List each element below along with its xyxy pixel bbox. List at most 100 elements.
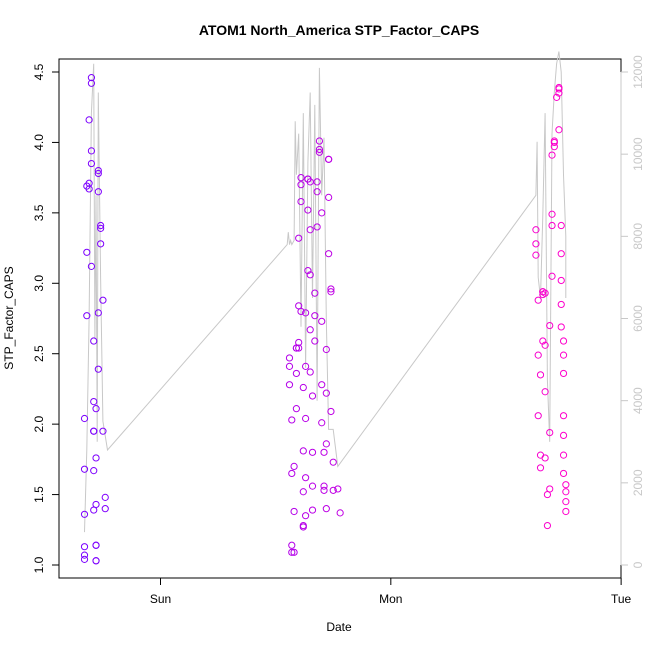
data-point xyxy=(302,309,310,317)
data-point xyxy=(297,174,305,182)
data-point xyxy=(536,371,545,379)
y-tick-label: 2.5 xyxy=(32,345,46,362)
data-point xyxy=(302,512,310,520)
y2-tick-label: 10000 xyxy=(631,137,645,171)
data-point xyxy=(318,317,326,325)
data-point xyxy=(541,341,549,349)
y-tick-label: 3.5 xyxy=(32,204,46,221)
data-point xyxy=(97,221,105,230)
y2-axis: 0 2000 4000 6000 8000 10000 12000 xyxy=(620,55,645,568)
data-point xyxy=(92,557,100,565)
data-point xyxy=(87,74,96,82)
data-point xyxy=(318,209,326,217)
data-point xyxy=(313,223,321,231)
data-point xyxy=(559,337,568,345)
data-point xyxy=(80,465,89,473)
data-point xyxy=(315,137,324,145)
data-point xyxy=(311,289,319,297)
y-tick-label: 4.5 xyxy=(32,63,46,80)
data-point xyxy=(315,145,324,154)
y-tick-label: 1.0 xyxy=(32,556,46,573)
data-point xyxy=(94,365,102,373)
data-point xyxy=(304,267,312,275)
data-point xyxy=(541,388,549,396)
data-point xyxy=(290,507,298,516)
data-point xyxy=(306,226,314,234)
data-point xyxy=(80,555,89,563)
data-point xyxy=(546,485,554,493)
x-tick-label: Tue xyxy=(611,592,632,606)
data-point xyxy=(532,226,540,234)
data-point xyxy=(290,462,298,470)
y2-tick-label: 2000 xyxy=(631,469,645,496)
data-point xyxy=(555,89,563,97)
data-point xyxy=(288,548,296,556)
data-point xyxy=(541,289,549,297)
chart-title: ATOM1 North_America STP_Factor_CAPS xyxy=(199,22,479,38)
data-point xyxy=(80,510,89,518)
x-tick-label: Sun xyxy=(150,592,171,606)
data-point xyxy=(299,447,307,455)
data-point xyxy=(308,392,317,400)
data-point xyxy=(315,148,324,156)
data-point xyxy=(318,419,326,427)
data-point xyxy=(322,505,330,513)
data-point xyxy=(292,369,300,378)
data-point xyxy=(532,240,540,248)
data-point xyxy=(306,178,314,186)
data-point xyxy=(557,250,565,258)
data-point xyxy=(334,485,342,493)
data-point xyxy=(285,354,294,362)
data-point xyxy=(536,464,545,472)
data-point xyxy=(553,93,561,101)
data-point xyxy=(80,543,89,551)
data-point xyxy=(322,345,330,354)
data-point xyxy=(555,126,563,134)
data-point xyxy=(322,389,330,397)
data-point xyxy=(557,221,565,230)
data-point xyxy=(83,248,91,256)
data-point xyxy=(83,312,91,320)
data-point xyxy=(295,338,303,347)
data-point xyxy=(87,159,96,168)
data-point xyxy=(306,368,314,376)
data-point xyxy=(101,493,109,501)
data-point xyxy=(97,240,105,248)
data-point xyxy=(562,507,570,516)
y2-tick-label: 12000 xyxy=(631,55,645,89)
data-point xyxy=(557,323,565,331)
data-point xyxy=(308,506,317,514)
data-point xyxy=(299,521,307,530)
data-point xyxy=(97,224,105,232)
data-point xyxy=(302,474,310,482)
data-point xyxy=(536,451,545,459)
data-point xyxy=(534,351,542,359)
data-point xyxy=(550,137,558,145)
data-point xyxy=(80,414,89,423)
data-point xyxy=(90,337,98,345)
y2-tick-label: 0 xyxy=(631,561,645,568)
data-point xyxy=(311,312,319,320)
data-point xyxy=(550,143,558,151)
data-point xyxy=(285,362,294,370)
data-point xyxy=(99,296,107,304)
x-axis-label: Date xyxy=(326,620,352,634)
data-point xyxy=(546,321,554,330)
data-point xyxy=(87,147,96,155)
data-point xyxy=(534,412,542,420)
x-axis: Sun Mon Tue xyxy=(150,577,632,606)
data-point xyxy=(297,181,305,189)
data-point xyxy=(562,481,570,489)
data-point xyxy=(311,337,319,345)
data-point xyxy=(308,448,317,456)
data-point xyxy=(559,369,568,378)
data-point xyxy=(302,414,310,423)
data-point xyxy=(320,482,328,490)
plot-frame xyxy=(58,58,622,579)
data-point xyxy=(532,251,540,259)
data-point xyxy=(94,188,102,196)
y-tick-label: 4.0 xyxy=(32,134,46,151)
data-point xyxy=(80,551,89,559)
data-point xyxy=(87,262,96,270)
